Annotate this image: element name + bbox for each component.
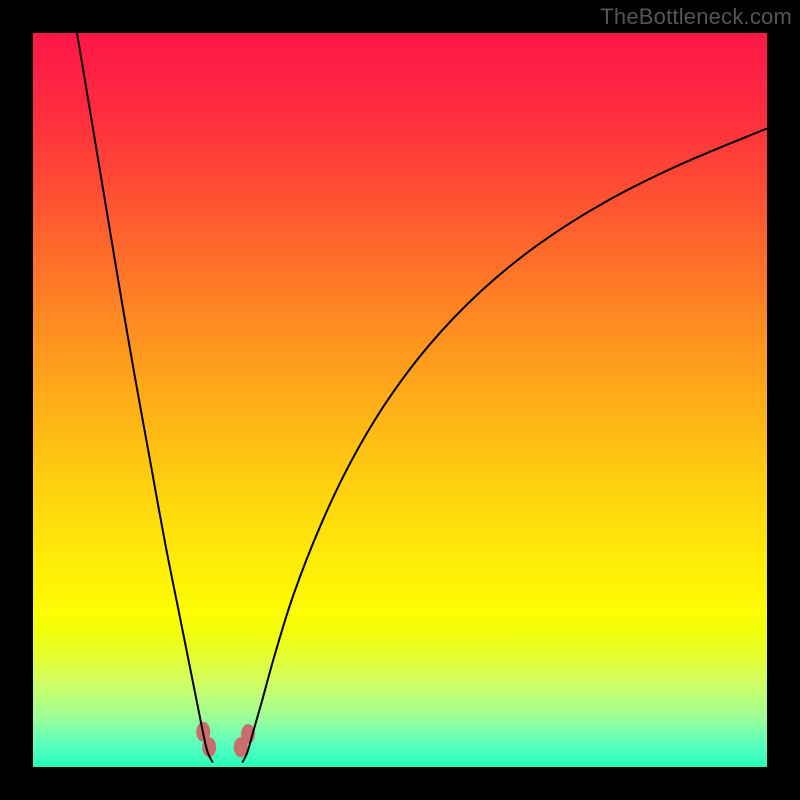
watermark-source: TheBottleneck.com	[600, 4, 792, 30]
bottleneck-chart	[0, 0, 800, 800]
plot-background	[33, 33, 767, 767]
